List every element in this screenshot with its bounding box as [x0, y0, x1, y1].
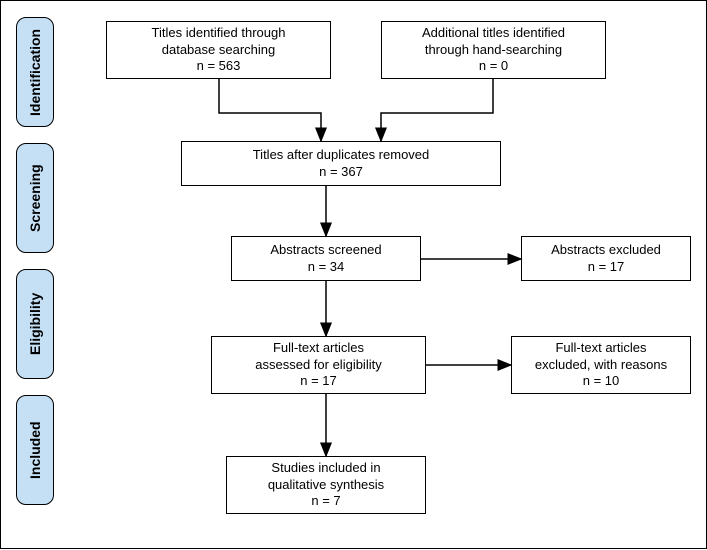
box-count: n = 563: [197, 58, 241, 75]
stage-screening: Screening: [16, 143, 54, 253]
stage-label-text: Screening: [27, 164, 43, 232]
box-abstracts-excluded: Abstracts excluded n = 17: [521, 236, 691, 281]
box-line: Additional titles identified: [422, 25, 565, 42]
box-count: n = 34: [308, 259, 345, 276]
stage-included: Included: [16, 395, 54, 505]
box-line: Titles after duplicates removed: [253, 147, 430, 164]
box-count: n = 0: [479, 58, 508, 75]
box-line: assessed for eligibility: [255, 357, 381, 374]
box-line: Studies included in: [271, 460, 380, 477]
box-line: through hand-searching: [425, 42, 562, 59]
stage-label-text: Identification: [27, 28, 43, 115]
stage-eligibility: Eligibility: [16, 269, 54, 379]
box-line: Full-text articles: [555, 340, 646, 357]
stage-label-text: Eligibility: [27, 293, 43, 355]
box-fulltext-excluded: Full-text articles excluded, with reason…: [511, 336, 691, 394]
prisma-flowchart: Identification Screening Eligibility Inc…: [0, 0, 707, 549]
box-line: qualitative synthesis: [268, 477, 384, 494]
box-count: n = 17: [300, 373, 337, 390]
box-fulltext-assessed: Full-text articles assessed for eligibil…: [211, 336, 426, 394]
box-hand-search: Additional titles identified through han…: [381, 21, 606, 79]
box-line: excluded, with reasons: [535, 357, 667, 374]
stage-identification: Identification: [16, 17, 54, 127]
box-count: n = 367: [319, 164, 363, 181]
box-line: Abstracts excluded: [551, 242, 661, 259]
box-line: Full-text articles: [273, 340, 364, 357]
box-deduplicated: Titles after duplicates removed n = 367: [181, 141, 501, 186]
box-count: n = 17: [588, 259, 625, 276]
box-line: Titles identified through: [152, 25, 286, 42]
box-line: database searching: [162, 42, 275, 59]
box-count: n = 10: [583, 373, 620, 390]
box-studies-included: Studies included in qualitative synthesi…: [226, 456, 426, 514]
box-abstracts-screened: Abstracts screened n = 34: [231, 236, 421, 281]
box-count: n = 7: [311, 493, 340, 510]
box-database-search: Titles identified through database searc…: [106, 21, 331, 79]
box-line: Abstracts screened: [270, 242, 381, 259]
stage-label-text: Included: [27, 421, 43, 479]
